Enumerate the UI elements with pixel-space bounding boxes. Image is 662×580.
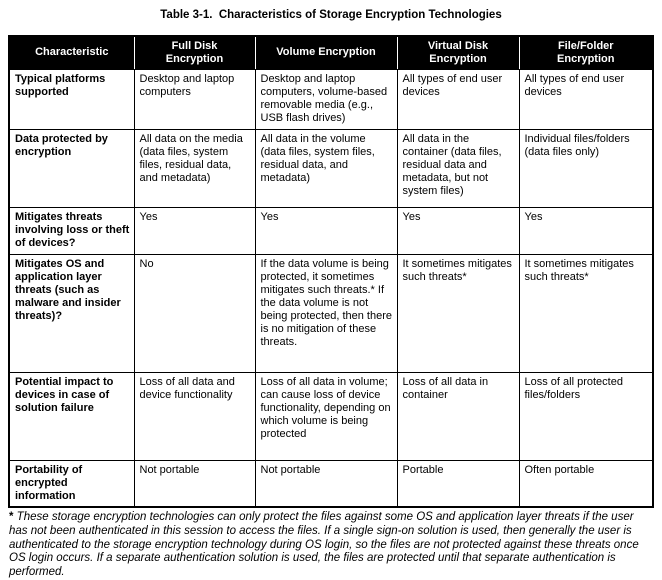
encryption-characteristics-table: Characteristic Full Disk Encryption Volu… [8,35,654,508]
table-row-mitigates-os-threats: Mitigates OS and application layer threa… [10,254,652,373]
cell: Individual files/folders (data files onl… [519,129,652,208]
cell: Often portable [524,463,595,476]
cell: Yes [134,207,256,255]
cell: Yes [255,207,398,255]
header-row: Characteristic Full Disk Encryption Volu… [10,37,652,70]
cell: Loss of all data in volume; can cause lo… [255,372,398,461]
row-header: Mitigates OS and application layer threa… [10,254,135,373]
row-header: Potential impact to devices in case of s… [10,372,135,461]
row-header: Data protected by encryption [10,129,135,208]
cell: If the data volume is being protected, i… [255,254,398,373]
footnote-text: These storage encryption technologies ca… [9,511,639,579]
column-header-full-disk-encryption: Full Disk Encryption [134,37,256,70]
column-header-characteristic: Characteristic [10,37,135,70]
column-header-virtual-disk-encryption: Virtual Disk Encryption [397,37,520,70]
column-header-file-folder-encryption: File/Folder Encryption [519,37,652,70]
row-header: Typical platforms supported [10,69,135,130]
cell: All types of end user devices [519,69,652,130]
table-footnote: * These storage encryption technologies … [9,511,654,580]
table-row-data-protected: Data protected by encryption All data on… [10,129,652,208]
row-header: Portability of encrypted information [10,460,135,506]
table-row-portability: Portability of encrypted information Not… [10,460,652,506]
table-row-typical-platforms: Typical platforms supported Desktop and … [10,69,652,130]
cell: All data on the media (data files, syste… [134,129,256,208]
cell: All data in the container (data files, r… [397,129,520,208]
table-row-potential-impact: Potential impact to devices in case of s… [10,372,652,461]
cell: Loss of all data and device functionalit… [134,372,256,461]
cell: Yes [397,207,520,255]
cell: Desktop and laptop computers, volume-bas… [255,69,398,130]
cell: Loss of all data in container [397,372,520,461]
footnote-asterisk: * [9,511,17,523]
cell: All data in the volume (data files, syst… [255,129,398,208]
cell: Desktop and laptop computers [134,69,256,130]
row-header: Mitigates threats involving loss or thef… [10,207,135,255]
table-title: Table 3-1. Characteristics of Storage En… [160,9,502,21]
cell: Portable [397,460,520,506]
cell: No [134,254,256,373]
cell: It sometimes mitigates such threats* [519,254,652,373]
cell: It sometimes mitigates such threats* [397,254,520,373]
cell: All types of end user devices [397,69,520,130]
column-header-volume-encryption: Volume Encryption [255,37,398,70]
cell: Not portable [255,460,398,506]
cell: Loss of all protected files/folders [519,372,652,461]
cell: Not portable [134,460,256,506]
cell: Yes [519,207,652,255]
table-row-mitigates-loss-theft: Mitigates threats involving loss or thef… [10,207,652,255]
